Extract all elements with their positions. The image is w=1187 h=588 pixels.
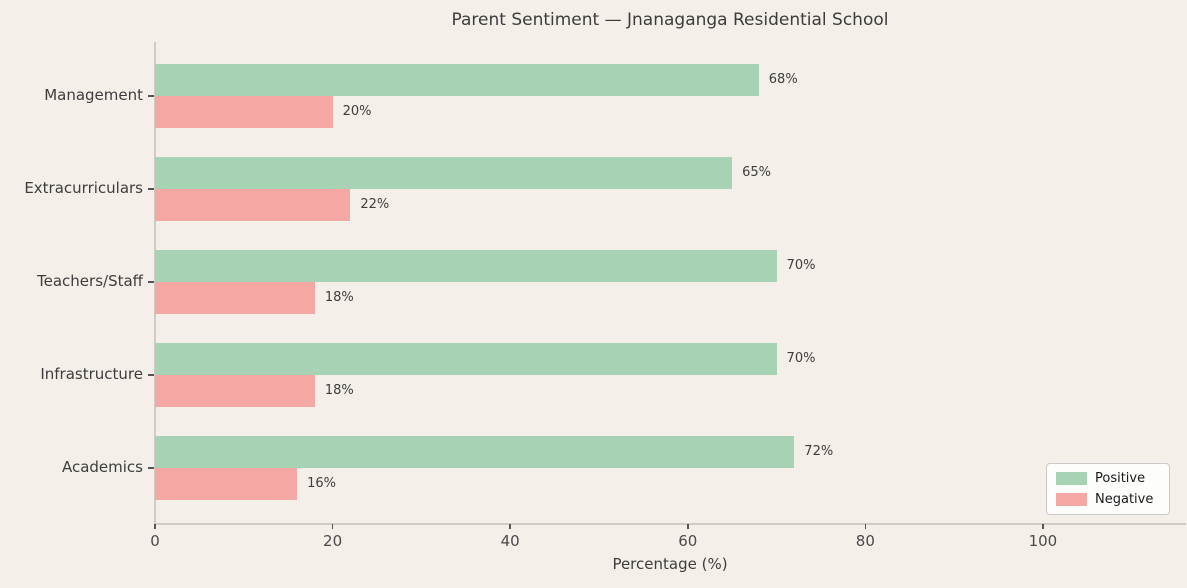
bar-negative — [155, 96, 333, 128]
bar-value-label: 18% — [324, 290, 354, 305]
x-tick — [509, 524, 511, 529]
bar-value-label: 70% — [786, 351, 816, 366]
category-label-extracurriculars: Extracurriculars — [24, 179, 143, 197]
x-tick-label: 80 — [855, 532, 875, 550]
bar-negative — [155, 375, 315, 407]
y-tick — [148, 467, 154, 469]
x-tick — [1042, 524, 1044, 529]
bar-positive — [155, 436, 795, 468]
bar-positive — [155, 64, 759, 96]
bar-value-label: 22% — [360, 197, 390, 212]
x-tick — [154, 524, 156, 529]
category-label-infrastructure: Infrastructure — [40, 365, 143, 383]
bar-value-label: 16% — [307, 476, 336, 491]
category-label-management: Management — [44, 86, 143, 104]
bar-negative — [155, 282, 315, 314]
x-tick-label: 40 — [500, 532, 520, 550]
x-axis-spine — [154, 523, 1186, 525]
x-tick-label: 0 — [150, 532, 160, 550]
legend-swatch-positive — [1056, 472, 1087, 485]
x-tick — [864, 524, 867, 529]
bar-negative — [155, 468, 298, 500]
x-tick — [687, 524, 689, 529]
y-tick — [148, 281, 154, 283]
y-tick — [148, 374, 154, 376]
bar-value-label: 70% — [786, 258, 816, 273]
bar-value-label: 68% — [768, 72, 798, 87]
legend-label: Positive — [1095, 471, 1146, 486]
legend-swatch-negative — [1056, 493, 1087, 506]
legend-label: Negative — [1095, 492, 1154, 507]
legend-item-negative: Negative — [1056, 492, 1160, 507]
legend: Positive Negative — [1046, 463, 1170, 515]
x-tick-label: 20 — [323, 532, 343, 550]
category-label-academics: Academics — [61, 458, 143, 476]
plot-area: Management 68% 20% Extracurriculars 65% 22% Te… — [24, 42, 1186, 550]
y-tick — [148, 95, 154, 97]
x-axis-title: Percentage (%) — [612, 555, 728, 573]
x-tick-label: 100 — [1028, 532, 1058, 550]
bar-positive — [155, 343, 777, 375]
legend-rows: Positive Negative — [1056, 471, 1160, 507]
bar-positive — [155, 250, 777, 282]
bar-value-label: 72% — [804, 444, 834, 459]
bar-positive — [155, 157, 733, 189]
y-axis-spine — [154, 42, 156, 523]
chart-title: Parent Sentiment — Jnanaganga Residentia… — [451, 10, 889, 30]
bar-value-label: 65% — [742, 165, 772, 180]
y-tick — [148, 188, 154, 190]
legend-item-positive: Positive — [1056, 471, 1160, 486]
bar-value-label: 18% — [324, 383, 354, 398]
bar-value-label: 20% — [342, 104, 372, 119]
x-tick-label: 60 — [678, 532, 698, 550]
bar-negative — [155, 189, 351, 221]
x-tick — [331, 524, 334, 529]
category-label-teachers-staff: Teachers/Staff — [37, 272, 143, 290]
